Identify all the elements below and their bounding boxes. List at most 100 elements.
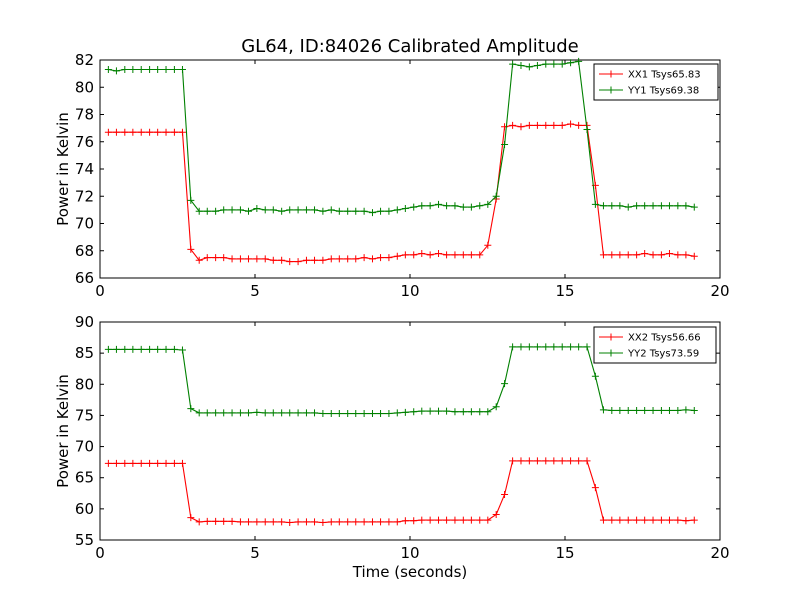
data-point-marker (360, 207, 368, 215)
data-point-marker (368, 518, 376, 526)
data-point-marker (278, 409, 286, 417)
data-point-marker (104, 459, 112, 467)
data-point-marker (302, 409, 310, 417)
data-point-marker (393, 206, 401, 214)
data-point-marker (690, 516, 698, 524)
data-point-marker (269, 206, 277, 214)
data-point-marker (525, 457, 533, 465)
legend-swatch-marker (607, 86, 615, 94)
data-point-marker (657, 202, 665, 210)
data-point-marker (261, 518, 269, 526)
data-point-marker (385, 254, 393, 262)
data-point-marker (212, 254, 220, 262)
data-point-marker (690, 203, 698, 211)
legend-label: XX2 Tsys56.66 (628, 333, 701, 344)
data-point-marker (121, 128, 129, 136)
data-point-marker (476, 516, 484, 524)
y-tick-label: 65 (75, 469, 94, 487)
data-point-marker (294, 258, 302, 266)
legend-swatch-marker (607, 349, 615, 357)
data-point-marker (492, 192, 500, 200)
data-point-marker (624, 406, 632, 414)
data-point-marker (129, 128, 137, 136)
data-point-marker (533, 343, 541, 351)
legend-swatch-marker (607, 333, 615, 341)
data-point-marker (360, 254, 368, 262)
data-point-marker (517, 457, 525, 465)
y-tick-label: 78 (75, 106, 94, 124)
data-point-marker (401, 408, 409, 416)
data-point-marker (501, 491, 509, 499)
data-point-marker (575, 121, 583, 129)
data-point-marker (665, 406, 673, 414)
x-tick-label: 10 (400, 544, 419, 562)
data-point-marker (393, 252, 401, 260)
data-point-marker (178, 66, 186, 74)
data-point-marker (311, 518, 319, 526)
legend-label: YY1 Tsys69.38 (627, 86, 699, 97)
data-point-marker (352, 518, 360, 526)
data-point-marker (327, 255, 335, 263)
data-point-marker (261, 255, 269, 263)
data-point-marker (253, 518, 261, 526)
data-point-marker (443, 516, 451, 524)
data-point-marker (459, 516, 467, 524)
data-point-marker (146, 128, 154, 136)
data-point-marker (435, 200, 443, 208)
legend: XX1 Tsys65.83 YY1 Tsys69.38 (593, 63, 719, 101)
data-point-marker (112, 67, 120, 75)
data-point-marker (467, 516, 475, 524)
data-point-marker (377, 410, 385, 418)
data-point-marker (509, 60, 517, 68)
data-point-marker (410, 408, 418, 416)
x-tick-label: 15 (555, 544, 574, 562)
data-point-marker (112, 345, 120, 353)
data-point-marker (575, 457, 583, 465)
y-axis-label: Power in Kelvin (54, 112, 72, 226)
data-point-marker (335, 255, 343, 263)
data-point-marker (624, 251, 632, 259)
data-point-marker (501, 140, 509, 148)
data-point-marker (203, 207, 211, 215)
data-point-marker (368, 209, 376, 217)
data-point-marker (344, 207, 352, 215)
data-point-marker (567, 343, 575, 351)
data-point-marker (327, 518, 335, 526)
data-point-marker (426, 202, 434, 210)
y-axis-label: Power in Kelvin (54, 374, 72, 488)
data-point-marker (195, 256, 203, 264)
data-point-marker (104, 66, 112, 74)
data-point-marker (558, 60, 566, 68)
data-point-marker (278, 256, 286, 264)
data-point-marker (608, 251, 616, 259)
data-point-marker (162, 459, 170, 467)
data-point-marker (286, 258, 294, 266)
data-point-marker (451, 202, 459, 210)
data-point-marker (633, 251, 641, 259)
data-point-marker (195, 518, 203, 526)
data-point-marker (162, 345, 170, 353)
data-point-marker (170, 128, 178, 136)
data-point-marker (311, 206, 319, 214)
data-point-marker (674, 406, 682, 414)
data-point-marker (302, 256, 310, 264)
y-tick-label: 75 (75, 406, 94, 424)
data-point-marker (665, 202, 673, 210)
data-point-marker (542, 343, 550, 351)
data-point-marker (352, 207, 360, 215)
data-point-marker (476, 251, 484, 259)
data-point-marker (253, 408, 261, 416)
x-axis-label: Time (seconds) (352, 563, 468, 581)
data-point-marker (385, 410, 393, 418)
data-point-marker (344, 255, 352, 263)
data-point-marker (476, 202, 484, 210)
data-point-marker (261, 409, 269, 417)
data-point-marker (154, 459, 162, 467)
data-point-marker (162, 128, 170, 136)
data-point-marker (575, 57, 583, 65)
data-point-marker (649, 202, 657, 210)
data-point-marker (112, 128, 120, 136)
legend-entry: XX2 Tsys56.66 (599, 333, 701, 344)
data-point-marker (599, 406, 607, 414)
y-tick-label: 76 (75, 133, 94, 151)
